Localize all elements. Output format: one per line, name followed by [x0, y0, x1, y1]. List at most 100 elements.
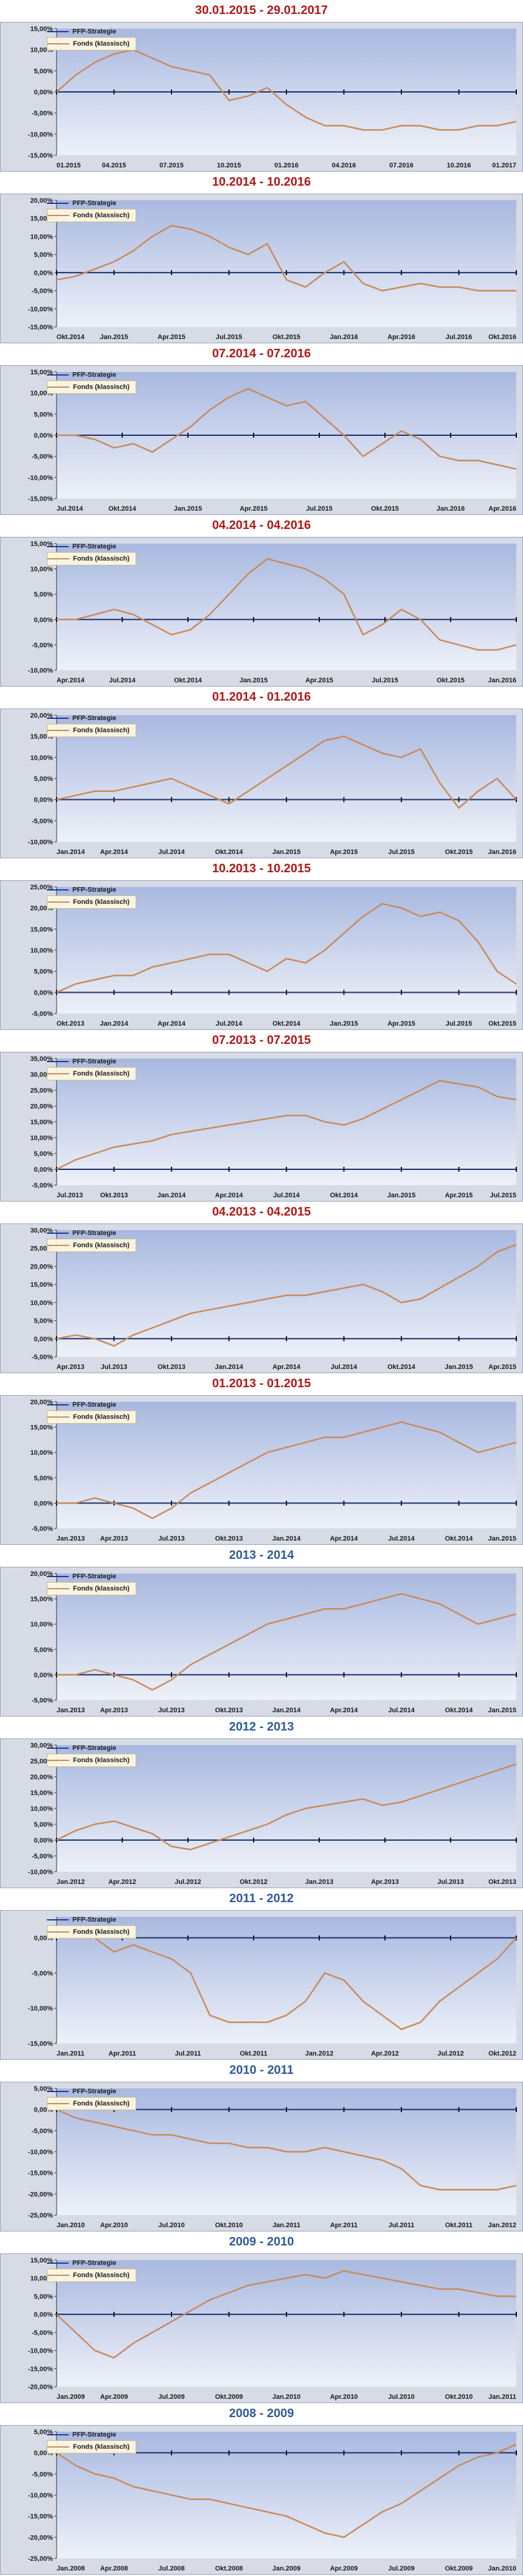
- legend-swatch: [47, 2275, 69, 2276]
- x-tick-label: Okt.2014: [215, 849, 244, 856]
- legend-label: Fonds (klassisch): [73, 212, 130, 219]
- x-tick-label: Jul.2014: [216, 1020, 243, 1027]
- chart-svg: 20,00%15,00%10,00%5,00%0,00%-5,00%-10,00…: [28, 712, 517, 856]
- legend-label: PFP-Strategie: [72, 2431, 117, 2438]
- x-tick-label: Okt.2015: [488, 1020, 516, 1027]
- chart-panel: 10.2013 - 10.2015 25,00% 20,00% 15,00% 10,00…: [0, 858, 523, 1030]
- y-tick-label: -5,00%: [32, 2471, 53, 2478]
- y-tick-label: -5,00%: [32, 110, 53, 117]
- y-tick-label: -10,00%: [28, 2348, 53, 2355]
- y-tick-label: 25,00%: [30, 1087, 54, 1094]
- legend-entry: PFP-Strategie: [47, 1399, 136, 1410]
- y-tick-label: -15,00%: [28, 2040, 53, 2048]
- legend-entry: Fonds (klassisch): [47, 2440, 136, 2454]
- x-tick-label: Apr.2015: [240, 505, 268, 513]
- series-line-fund: [56, 225, 516, 292]
- legend-label: Fonds (klassisch): [73, 898, 130, 906]
- x-tick-label: Jul.2009: [388, 2565, 414, 2572]
- x-tick-label: Apr.2012: [108, 1878, 136, 1886]
- series-line-fund: [56, 2443, 517, 2538]
- legend-entry: Fonds (klassisch): [47, 1239, 136, 1252]
- y-tick-label: -10,00%: [28, 667, 53, 674]
- x-tick-label: Jan.2015: [330, 1020, 358, 1027]
- x-tick-label: Jul.2015: [388, 849, 414, 856]
- chart-panel: 2013 - 2014 20,00% 15,00% 10,00% 5,00% 0,00% -…: [0, 1545, 523, 1717]
- x-tick-label: Apr.2010: [330, 2393, 358, 2401]
- x-tick-label: Jan.2015: [174, 505, 202, 513]
- y-tick-label: 15,00%: [30, 1119, 54, 1126]
- x-tick-label: 10.2015: [217, 162, 241, 169]
- chart-title: 2012 - 2013: [229, 1720, 294, 1734]
- y-tick-label: 20,00%: [30, 1103, 54, 1110]
- y-tick-label: 0,00%: [34, 1335, 53, 1343]
- series-line-fund: [57, 388, 517, 470]
- legend-swatch: [47, 718, 69, 719]
- chart-frame: 30,00% 25,00% 20,00% 15,00% 10,00% 5,00% 0,00%…: [0, 1738, 523, 1888]
- x-tick-label: Apr.2012: [371, 2050, 399, 2057]
- legend-swatch: [47, 546, 69, 547]
- legend-swatch: [47, 387, 69, 388]
- x-tick-label: Jan.2016: [437, 505, 465, 513]
- x-tick-label: Jan.2014: [57, 849, 85, 856]
- y-tick-label: -5,00%: [32, 1525, 53, 1533]
- y-tick-label: -10,00%: [28, 2005, 53, 2012]
- legend-swatch: [47, 730, 69, 731]
- x-tick-label: Jul.2013: [101, 1363, 127, 1371]
- legend-label: PFP-Strategie: [72, 1058, 117, 1065]
- chart-legend: PFP-Strategie Fonds (klassisch): [47, 26, 136, 51]
- x-tick-label: Okt.2016: [488, 334, 516, 341]
- y-tick-label: -20,00%: [28, 2384, 53, 2391]
- chart-frame: 15,00% 10,00% 5,00% 0,00% -5,00% -10,00% -15,0…: [0, 22, 523, 172]
- x-tick-label: Okt.2014: [108, 505, 137, 513]
- y-tick-label: -25,00%: [28, 2212, 53, 2219]
- legend-label: Fonds (klassisch): [73, 40, 130, 47]
- chart-frame: 20,00% 15,00% 10,00% 5,00% 0,00% -5,00% Jan.20…: [0, 1567, 523, 1717]
- y-tick-label: 10,00%: [30, 754, 54, 761]
- x-tick-label: Okt.2009: [445, 2565, 473, 2572]
- x-tick-label: Jan.2014: [100, 1020, 128, 1027]
- y-tick-label: -15,00%: [28, 2170, 53, 2177]
- legend-swatch: [47, 889, 69, 891]
- chart-frame: 5,00% 0,00% -5,00% -10,00% -15,00% -20,00% -25…: [0, 2082, 523, 2231]
- chart-title: 30.01.2015 - 29.01.2017: [195, 4, 328, 17]
- legend-entry: Fonds (klassisch): [47, 2097, 136, 2110]
- x-tick-label: Apr.2008: [100, 2565, 128, 2572]
- y-tick-label: 0,00%: [34, 797, 53, 804]
- series-line-fund: [56, 903, 517, 993]
- x-tick-label: Jan.2015: [445, 1363, 473, 1371]
- chart-panel: 2010 - 2011 5,00% 0,00% -5,00% -10,00% -15,00…: [0, 2060, 523, 2231]
- legend-label: PFP-Strategie: [72, 200, 117, 207]
- legend-swatch: [47, 1233, 69, 1234]
- series-line-fund: [56, 1763, 517, 1850]
- x-tick-label: Apr.2016: [387, 334, 415, 341]
- x-tick-label: Jan.2014: [215, 1363, 243, 1371]
- x-tick-label: Okt.2013: [215, 1535, 243, 1542]
- x-tick-label: Jan.2010: [272, 2393, 300, 2401]
- y-tick-label: -5,00%: [32, 288, 53, 295]
- chart-panel: 30.01.2015 - 29.01.2017 15,00% 10,00% 5,00%…: [0, 0, 523, 172]
- legend-swatch: [47, 1576, 69, 1577]
- x-tick-label: Okt.2011: [445, 2222, 473, 2229]
- chart-legend: PFP-Strategie Fonds (klassisch): [47, 2258, 136, 2282]
- legend-swatch: [47, 2103, 69, 2104]
- y-tick-label: -10,00%: [28, 1869, 53, 1876]
- x-tick-label: Apr.2015: [305, 677, 333, 684]
- y-tick-label: 0,00%: [34, 432, 53, 439]
- chart-title: 04.2014 - 04.2016: [212, 519, 311, 532]
- series-line-fund: [57, 1421, 517, 1519]
- chart-title: 01.2014 - 01.2016: [212, 690, 311, 704]
- x-tick-label: Jul.2015: [372, 677, 398, 684]
- x-tick-label: Jan.2015: [488, 1535, 516, 1542]
- x-tick-label: Jan.2012: [57, 1878, 85, 1886]
- x-tick-label: Okt.2008: [215, 2565, 243, 2572]
- x-tick-label: Apr.2009: [100, 2393, 128, 2401]
- x-tick-label: Okt.2015: [272, 334, 300, 341]
- chart-panel: 07.2014 - 07.2016 15,00% 10,00% 5,00% 0,00% -…: [0, 343, 523, 515]
- x-tick-label: Jan.2008: [57, 2565, 85, 2572]
- series-line-fund: [57, 1593, 517, 1691]
- y-tick-label: 0,00%: [34, 1166, 53, 1174]
- chart-title: 01.2013 - 01.2015: [212, 1377, 311, 1390]
- series-line-fund: [56, 2270, 516, 2359]
- x-tick-label: Jul.2015: [306, 505, 332, 513]
- x-tick-label: Okt.2015: [437, 677, 465, 684]
